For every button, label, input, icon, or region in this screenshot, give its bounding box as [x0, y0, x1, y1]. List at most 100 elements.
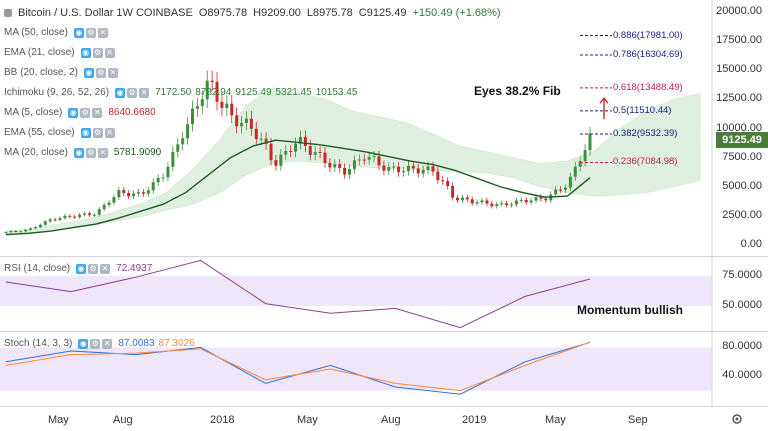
fib-level-label: 0.236(7084.98): [613, 156, 678, 168]
indicator-row: MA (5, close) ◉ ⚙ ✕ 8640.6680: [4, 107, 156, 118]
indicator-value: 7172.50: [155, 87, 192, 98]
candle-body: [377, 156, 381, 166]
eye-icon[interactable]: ◉: [115, 87, 126, 98]
candle-body: [83, 213, 87, 215]
candle-body: [181, 138, 185, 145]
candle-body: [29, 228, 33, 230]
high-value: H9209.00: [253, 7, 301, 19]
candle-body: [308, 146, 312, 155]
eye-icon[interactable]: ◉: [76, 263, 87, 274]
candle-body: [431, 166, 435, 172]
close-icon[interactable]: ✕: [97, 27, 108, 38]
time-tick-label: 2018: [210, 414, 235, 426]
candle-body: [514, 200, 518, 205]
close-icon[interactable]: ✕: [92, 107, 103, 118]
current-price-tag: 9125.49: [716, 132, 768, 148]
candle-body: [298, 136, 302, 144]
candle-body: [48, 219, 52, 222]
candle-body: [264, 138, 268, 144]
candle-body: [372, 156, 376, 158]
eye-icon[interactable]: ◉: [68, 107, 79, 118]
close-icon[interactable]: ✕: [102, 338, 113, 349]
price-tick-label: 20000.00: [716, 5, 762, 17]
indicator-row: EMA (55, close) ◉ ⚙ ✕: [4, 127, 117, 138]
candle-body: [14, 231, 18, 233]
close-icon[interactable]: ✕: [104, 47, 115, 58]
eye-icon[interactable]: ◉: [80, 47, 91, 58]
fib-level-label: 0.5(11510.44): [613, 104, 672, 116]
candle-body: [583, 150, 587, 162]
candle-body: [112, 197, 116, 203]
eye-icon[interactable]: ◉: [73, 147, 84, 158]
close-icon[interactable]: ✕: [139, 87, 150, 98]
rsi-band: [0, 276, 712, 306]
rsi-line: [5, 259, 591, 329]
candle-body: [451, 185, 455, 198]
close-icon[interactable]: ✕: [104, 127, 115, 138]
candle-body: [338, 164, 342, 169]
candle-body: [259, 138, 263, 140]
ma-20-line: [5, 139, 591, 236]
eye-icon[interactable]: ◉: [78, 338, 89, 349]
candle-body: [195, 106, 199, 109]
gear-icon[interactable]: ⚙: [127, 87, 138, 98]
close-icon[interactable]: ✕: [100, 263, 111, 274]
stoch-label: Stoch (14, 3, 3): [4, 338, 73, 349]
time-tick-label: May: [48, 414, 69, 426]
gear-icon[interactable]: ⚙: [92, 127, 103, 138]
candle-body: [78, 214, 82, 218]
price-tick-label: 15000.00: [716, 63, 762, 76]
candle-body: [465, 197, 469, 200]
indicator-value: 5781.9090: [113, 147, 162, 158]
eye-icon[interactable]: ◉: [83, 67, 94, 78]
gear-icon[interactable]: ⚙: [85, 147, 96, 158]
candle-body: [117, 190, 121, 198]
gear-icon[interactable]: ⚙: [92, 47, 103, 58]
candle-body: [254, 128, 258, 140]
candle-body: [563, 187, 567, 190]
candle-body: [352, 160, 356, 169]
gear-icon[interactable]: ⚙: [80, 107, 91, 118]
gear-icon[interactable]: ⚙: [95, 67, 106, 78]
time-tick-label: 2019: [462, 414, 487, 426]
gear-icon[interactable]: ⚙: [85, 27, 96, 38]
indicator-row: BB (20, close, 2) ◉ ⚙ ✕: [4, 67, 120, 78]
price-tick-label: 5000.00: [722, 179, 762, 192]
settings-icon[interactable]: [730, 412, 744, 426]
candle-body: [333, 164, 337, 168]
candle-body: [455, 197, 459, 201]
collapse-icon[interactable]: [4, 9, 12, 17]
candle-body: [524, 199, 528, 203]
close-icon[interactable]: ✕: [97, 147, 108, 158]
price-tick-label: 7500.00: [722, 150, 762, 163]
candle-body: [249, 118, 253, 129]
candle-body: [186, 124, 190, 139]
candle-body: [294, 143, 298, 152]
candle-body: [303, 136, 307, 147]
eye-icon[interactable]: ◉: [80, 127, 91, 138]
candle-body: [141, 192, 145, 194]
gear-icon[interactable]: ⚙: [88, 263, 99, 274]
rsi-value: 72.4937: [116, 263, 153, 274]
candle-body: [343, 168, 347, 175]
candle-body: [63, 215, 67, 219]
rsi-tick-label: 75.0000: [722, 269, 762, 281]
indicator-label: MA (50, close): [4, 27, 68, 38]
eye-icon[interactable]: ◉: [73, 27, 84, 38]
momentum-annotation: Momentum bullish: [577, 303, 683, 317]
close-icon[interactable]: ✕: [107, 67, 118, 78]
indicator-label: MA (5, close): [4, 107, 63, 118]
candle-body: [156, 177, 160, 183]
gear-icon[interactable]: ⚙: [90, 338, 101, 349]
rsi-separator: [0, 256, 768, 257]
candle-body: [190, 108, 194, 125]
stoch-tick-label: 80.0000: [722, 340, 762, 353]
candle-body: [24, 229, 28, 232]
indicator-value: 10153.45: [315, 87, 358, 98]
candle-body: [446, 181, 450, 186]
time-tick-label: Sep: [628, 414, 648, 426]
indicator-label: Ichimoku (9, 26, 52, 26): [4, 87, 110, 98]
fib-level-label: 0.382(9532.39): [613, 127, 678, 139]
candle-body: [4, 232, 8, 234]
